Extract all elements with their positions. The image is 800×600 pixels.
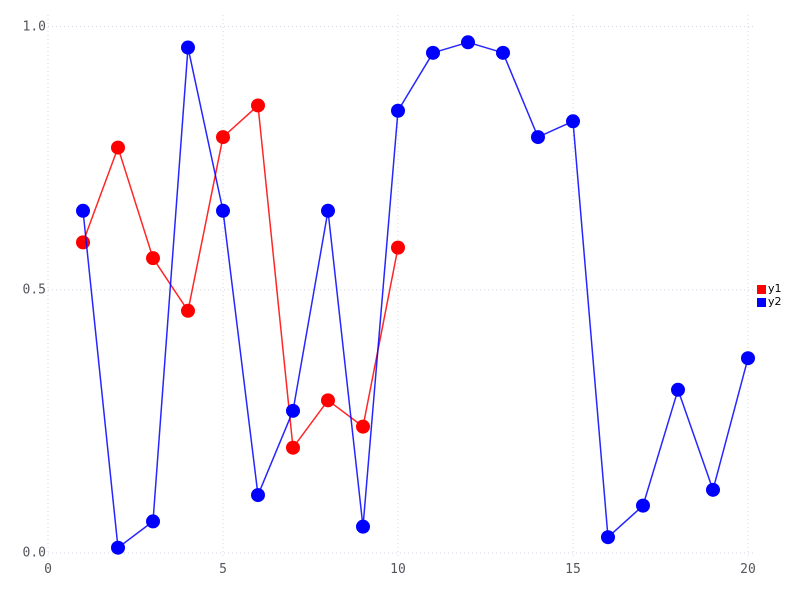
legend-swatch-y2-icon bbox=[757, 297, 766, 307]
legend-label-y2: y2 bbox=[768, 295, 782, 308]
data-point-y2 bbox=[461, 35, 475, 50]
data-point-y2 bbox=[181, 40, 195, 55]
x-tick-label: 10 bbox=[390, 562, 406, 577]
y-tick-label: 0.5 bbox=[22, 282, 46, 298]
y-tick-label: 1.0 bbox=[22, 19, 46, 34]
data-point-y2 bbox=[216, 203, 230, 218]
legend: y1 y2 bbox=[757, 283, 782, 309]
data-point-y2 bbox=[391, 103, 405, 118]
legend-item-y1: y1 bbox=[757, 283, 782, 295]
data-point-y2 bbox=[531, 130, 545, 145]
y-tick-label: 0.0 bbox=[22, 545, 46, 561]
data-point-y2 bbox=[111, 540, 125, 555]
legend-item-y2: y2 bbox=[757, 296, 782, 308]
data-point-y1 bbox=[356, 419, 370, 434]
data-point-y2 bbox=[426, 45, 440, 60]
data-point-y2 bbox=[76, 203, 90, 218]
data-point-y2 bbox=[706, 482, 720, 497]
data-point-y1 bbox=[111, 140, 125, 155]
data-point-y2 bbox=[741, 351, 755, 366]
data-point-y2 bbox=[286, 403, 300, 418]
x-tick-label: 15 bbox=[565, 562, 581, 577]
data-point-y1 bbox=[286, 440, 300, 455]
legend-label-y1: y1 bbox=[768, 282, 782, 295]
data-point-y2 bbox=[356, 519, 370, 534]
data-point-y1 bbox=[216, 130, 230, 145]
data-point-y2 bbox=[321, 203, 335, 218]
data-point-y2 bbox=[496, 45, 510, 60]
series-line-y1 bbox=[82, 104, 399, 449]
data-point-y2 bbox=[601, 530, 615, 545]
data-point-y2 bbox=[146, 514, 160, 529]
legend-swatch-y1-icon bbox=[757, 284, 766, 294]
data-point-y1 bbox=[251, 98, 265, 113]
data-point-y1 bbox=[146, 251, 160, 266]
series-line-y2 bbox=[82, 41, 749, 549]
data-point-y2 bbox=[566, 114, 580, 129]
data-point-y2 bbox=[251, 488, 265, 503]
x-tick-label: 0 bbox=[44, 562, 52, 577]
x-tick-label: 20 bbox=[740, 562, 756, 577]
data-point-y1 bbox=[391, 240, 405, 255]
data-point-y2 bbox=[671, 382, 685, 397]
data-point-y1 bbox=[181, 303, 195, 318]
data-point-y1 bbox=[321, 393, 335, 408]
x-tick-label: 5 bbox=[219, 562, 227, 577]
data-point-y1 bbox=[76, 235, 90, 250]
data-point-y2 bbox=[636, 498, 650, 513]
